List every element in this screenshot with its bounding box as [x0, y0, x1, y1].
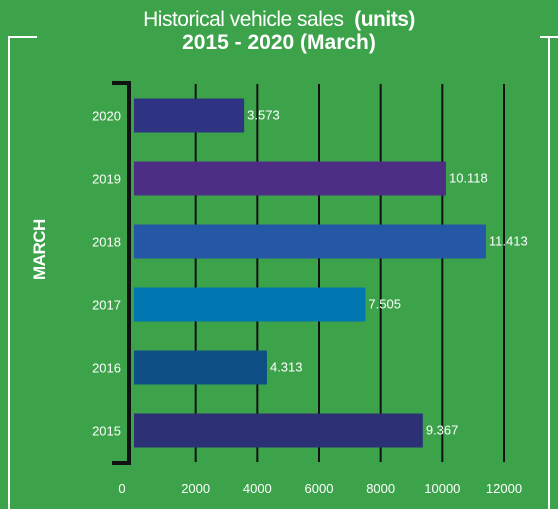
- data-label: 3.573: [247, 108, 280, 123]
- bar: [134, 161, 446, 196]
- data-label: 4.313: [270, 360, 303, 375]
- frame-top-left: [8, 36, 37, 38]
- chart-subtitle: 2015 - 2020 (March): [182, 31, 376, 54]
- data-label: 7.505: [368, 297, 401, 312]
- bar: [134, 224, 486, 259]
- category-label: 2018: [92, 235, 121, 250]
- category-label: 2017: [92, 298, 121, 313]
- bar: [134, 350, 267, 385]
- data-labels: 3.573 10.118 11.413 7.505 4.313 9.367: [247, 108, 528, 438]
- bar: [134, 98, 245, 133]
- frame-left: [8, 36, 10, 509]
- x-tick-label: 6000: [305, 481, 334, 496]
- x-tick-label: 2000: [181, 481, 210, 496]
- category-label: 2020: [92, 109, 121, 124]
- chart-title-text: Historical vehicle sales: [143, 8, 344, 31]
- x-tick-labels: 0 2000 4000 6000 8000 10000 12000: [118, 481, 522, 496]
- chart-title-unit: (units): [354, 8, 415, 31]
- bars: [134, 98, 486, 448]
- x-tick-label: 8000: [366, 481, 395, 496]
- bar: [134, 287, 366, 322]
- bar: [134, 413, 423, 448]
- data-label: 11.413: [489, 234, 528, 249]
- x-tick-label: 0: [118, 481, 125, 496]
- category-labels: 2020 2019 2018 2017 2016 2015: [92, 109, 121, 439]
- x-tick-label: 4000: [243, 481, 272, 496]
- category-label: 2015: [92, 424, 121, 439]
- chart-title: Historical vehicle sales (units): [0, 8, 558, 32]
- gridlines: [194, 84, 505, 462]
- category-label: 2019: [92, 172, 121, 187]
- frame-right: [548, 36, 550, 509]
- category-label: 2016: [92, 361, 121, 376]
- y-axis-bracket: [112, 81, 131, 465]
- x-tick-label: 12000: [486, 481, 522, 496]
- data-label: 9.367: [426, 423, 459, 438]
- data-label: 10.118: [449, 171, 488, 186]
- x-tick-label: 10000: [424, 481, 460, 496]
